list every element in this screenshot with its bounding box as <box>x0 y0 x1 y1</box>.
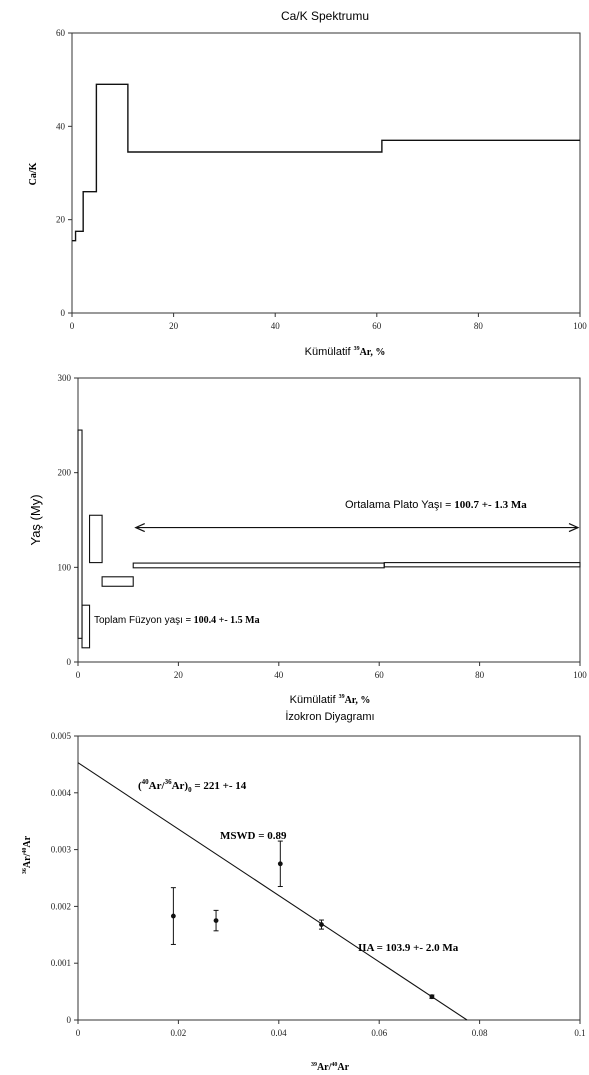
age-spectrum-chart: 0 100 200 300 0 20 40 60 80 100 Ortalama Plato Y… <box>28 373 587 723</box>
x-tick-label: 0.02 <box>171 1028 187 1038</box>
chart3-title: İzokron Diyagramı <box>285 710 374 723</box>
y-tick-label: 0 <box>67 657 72 667</box>
x-tick-label: 40 <box>274 670 284 680</box>
age-step-box <box>132 562 385 569</box>
data-point <box>277 861 283 867</box>
age-step-box <box>81 604 91 649</box>
y-tick-label: 20 <box>56 215 66 225</box>
isochron-fit-line <box>77 762 468 1021</box>
age-step-box <box>88 514 103 564</box>
chart2-x-ticks: 0 20 40 60 80 100 <box>76 662 587 680</box>
y-tick-label: 0 <box>67 1015 72 1025</box>
chart2-y-axis-label: Yaş (My) <box>28 494 43 545</box>
y-tick-label: 100 <box>58 562 72 572</box>
chart1-y-axis-label: Ca/K <box>28 162 39 185</box>
x-tick-label: 0.08 <box>472 1028 488 1038</box>
x-tick-label: 40 <box>271 321 281 331</box>
x-tick-label: 0.1 <box>574 1028 585 1038</box>
chart1-x-ticks: 0 20 40 60 80 100 <box>70 313 587 331</box>
y-tick-label: 0.002 <box>51 901 71 911</box>
y-tick-label: 40 <box>56 121 66 131</box>
chart2-x-axis-label: Kümülatif 39Ar, % <box>290 694 371 706</box>
chart3-x-ticks: 0 0.02 0.04 0.06 0.08 0.1 <box>76 1020 586 1038</box>
chart1-title: Ca/K Spektrumu <box>281 9 369 23</box>
plateau-arrow <box>134 523 580 533</box>
plateau-arrow-head-left <box>134 523 145 533</box>
data-point <box>213 918 219 923</box>
plateau-age-annotation: Ortalama Plato Yaşı = 100.7 +- 1.3 Ma <box>345 499 527 511</box>
y-tick-label: 0.003 <box>51 845 72 855</box>
x-tick-label: 100 <box>573 670 587 680</box>
chart3-y-ticks: 0 0.001 0.002 0.003 0.004 0.005 <box>51 731 78 1025</box>
chart2-age-boxes <box>77 429 581 649</box>
y-tick-label: 0.004 <box>51 788 72 798</box>
x-tick-label: 0 <box>76 670 81 680</box>
chart3-y-axis-label: 36Ar/40Ar <box>22 835 33 874</box>
x-tick-label: 60 <box>375 670 385 680</box>
y-tick-label: 200 <box>58 468 72 478</box>
age-step-box <box>77 429 83 639</box>
y-tick-label: 0.005 <box>51 731 72 741</box>
data-point <box>170 913 176 919</box>
fusion-age-annotation: Toplam Füzyon yaşı = 100.4 +- 1.5 Ma <box>94 615 260 626</box>
ca-k-spectrum-chart: Ca/K Spektrumu 0 20 40 60 0 20 40 60 80 100 Ca/K… <box>28 9 587 358</box>
y-tick-label: 300 <box>58 373 72 383</box>
x-tick-label: 0.06 <box>371 1028 387 1038</box>
x-tick-label: 20 <box>169 321 179 331</box>
x-tick-label: 100 <box>573 321 587 331</box>
chart2-y-ticks: 0 100 200 300 <box>58 373 78 667</box>
x-tick-label: 80 <box>474 321 484 331</box>
y-tick-label: 0 <box>61 308 66 318</box>
y-tick-label: 60 <box>56 28 66 38</box>
age-step-box <box>101 576 134 587</box>
intercept-annotation: (40Ar/36Ar)0 = 221 +- 14 <box>138 778 247 794</box>
y-tick-label: 0.001 <box>51 958 71 968</box>
age-step-box <box>383 562 581 568</box>
plateau-arrow-head-right <box>568 523 580 533</box>
chart3-x-axis-label: 39Ar/40Ar <box>311 1062 350 1073</box>
x-tick-label: 0.04 <box>271 1028 287 1038</box>
x-tick-label: 60 <box>372 321 382 331</box>
x-tick-label: 0 <box>70 321 75 331</box>
chart1-plot-frame <box>71 32 581 314</box>
isochron-age-annotation: IIA = 103.9 +- 2.0 Ma <box>358 942 459 954</box>
chart1-x-axis-label: Kümülatif 39Ar, % <box>305 346 386 358</box>
chart3-plot-frame <box>77 735 581 1021</box>
isochron-chart: 0 0.001 0.002 0.003 0.004 0.005 0 0.02 0.04 0.06… <box>22 731 586 1073</box>
x-tick-label: 0 <box>76 1028 81 1038</box>
chart1-y-ticks: 0 20 40 60 <box>56 28 72 318</box>
chart1-step-line <box>72 83 580 242</box>
x-tick-label: 80 <box>475 670 485 680</box>
data-point <box>319 922 324 927</box>
x-tick-label: 20 <box>174 670 184 680</box>
data-point <box>429 994 435 1000</box>
isochron-points <box>170 840 435 1000</box>
mswd-annotation: MSWD = 0.89 <box>220 830 287 842</box>
